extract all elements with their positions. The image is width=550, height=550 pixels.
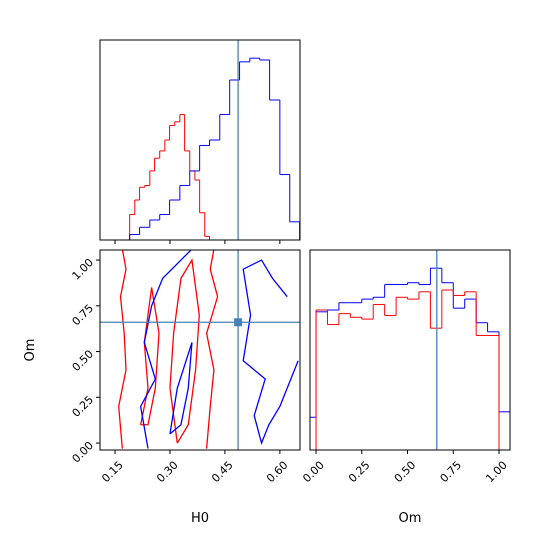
x-axis-label: Om bbox=[399, 511, 422, 526]
x-axis-label: H0 bbox=[191, 511, 209, 526]
y-tick-label: 1.00 bbox=[70, 256, 97, 283]
axes-frame bbox=[309, 249, 511, 451]
y-tick-label: 0.25 bbox=[70, 393, 97, 420]
plot-area bbox=[100, 250, 300, 450]
plot-area bbox=[129, 40, 300, 240]
y-axis-label: Om bbox=[23, 339, 38, 362]
x-tick-label: 0.60 bbox=[264, 459, 291, 486]
contour-line bbox=[169, 258, 200, 444]
x-tick-label: 0.30 bbox=[154, 459, 181, 486]
x-tick-label: 0.45 bbox=[209, 459, 236, 486]
contour-line bbox=[205, 250, 219, 449]
truth-marker bbox=[234, 318, 243, 327]
x-tick-label: 0.50 bbox=[392, 459, 419, 486]
x-tick-label: 0.25 bbox=[346, 459, 373, 486]
contour-line bbox=[118, 250, 127, 449]
axes-frame bbox=[99, 249, 301, 451]
y-tick-label: 0.75 bbox=[70, 302, 97, 329]
x-tick-label: 0.00 bbox=[300, 459, 327, 486]
contour-line bbox=[169, 342, 193, 435]
contour-line bbox=[140, 287, 160, 426]
plot-area bbox=[310, 250, 510, 450]
contour-line bbox=[242, 259, 299, 446]
x-tick-label: 0.15 bbox=[99, 459, 126, 486]
y-tick-label: 0.50 bbox=[70, 347, 97, 374]
contour-line bbox=[139, 250, 192, 449]
x-tick-label: 0.75 bbox=[438, 459, 465, 486]
x-tick-label: 1.00 bbox=[483, 459, 510, 486]
y-tick-label: 0.00 bbox=[70, 439, 97, 466]
axes-frame bbox=[99, 39, 301, 241]
